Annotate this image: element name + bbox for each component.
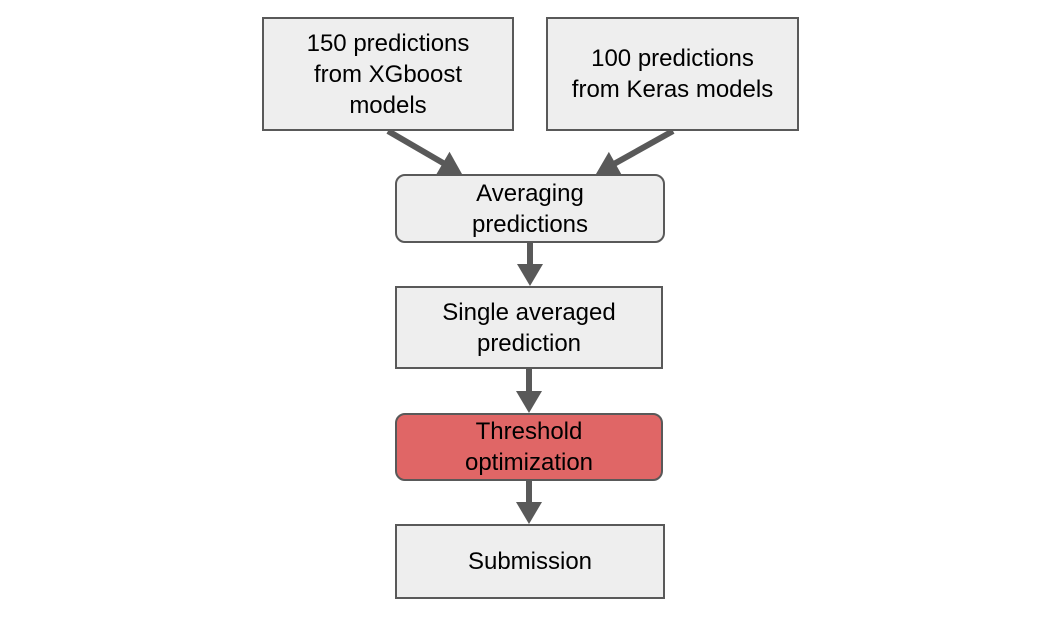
- node-line: optimization: [464, 449, 594, 476]
- edge-single-to-threshold: [516, 369, 542, 413]
- node-line: models: [349, 91, 427, 119]
- node-line: Averaging: [476, 179, 584, 207]
- node-line: Submission: [467, 548, 593, 575]
- node-line: from Keras models: [571, 76, 774, 103]
- node-threshold-optimization: Threshold optimization: [395, 413, 663, 481]
- arrowhead: [517, 264, 543, 286]
- arrowhead: [516, 502, 542, 524]
- node-averaging-predictions: Averaging predictions: [395, 174, 665, 243]
- arrow-shaft: [611, 128, 675, 167]
- arrowhead: [436, 151, 462, 175]
- node-line: 150 predictions: [306, 29, 470, 57]
- arrowhead: [596, 151, 622, 175]
- edge-threshold-to-submission: [516, 481, 542, 524]
- node-line: Threshold: [475, 418, 583, 445]
- node-line: prediction: [476, 329, 582, 357]
- node-line: predictions: [471, 210, 589, 238]
- node-keras-predictions: 100 predictions from Keras models: [546, 17, 799, 131]
- node-single-averaged-prediction: Single averaged prediction: [395, 286, 663, 369]
- edge-averaging-to-single: [517, 243, 543, 286]
- node-line: from XGboost: [313, 60, 463, 88]
- node-xgboost-predictions: 150 predictions from XGboost models: [262, 17, 514, 131]
- edge-keras-to-averaging: [596, 128, 675, 175]
- node-submission: Submission: [395, 524, 665, 599]
- node-line: 100 predictions: [591, 45, 754, 72]
- node-line: Single averaged: [442, 298, 616, 326]
- arrow-shaft: [386, 128, 447, 167]
- edge-xgboost-to-averaging: [386, 128, 462, 175]
- arrowhead: [516, 391, 542, 413]
